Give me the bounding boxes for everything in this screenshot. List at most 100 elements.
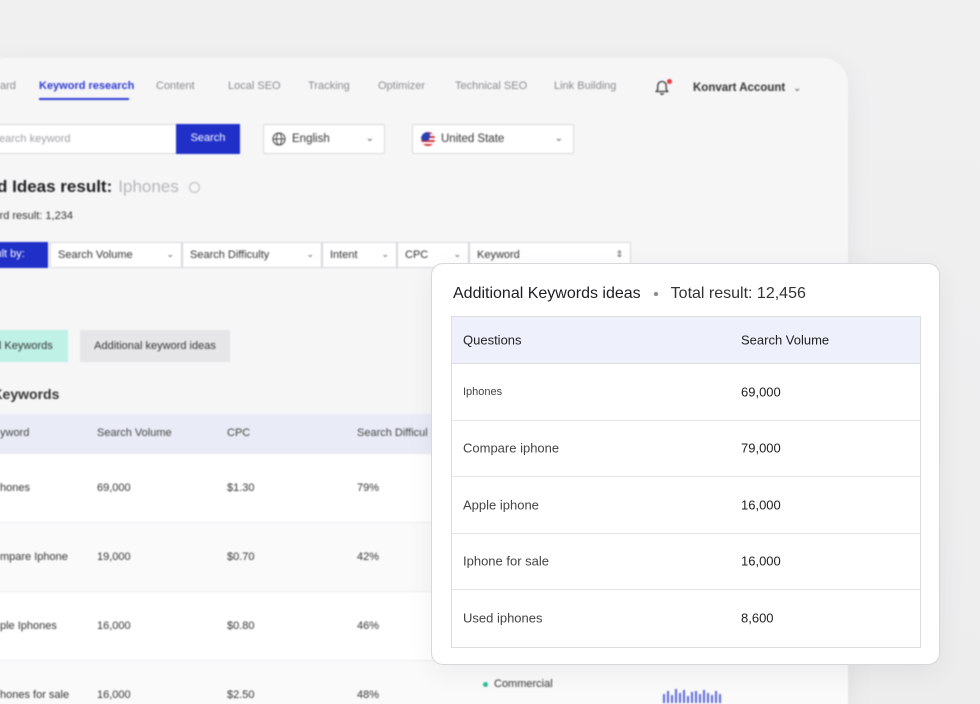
active-tab-indicator (39, 98, 129, 100)
spark-bar (703, 690, 705, 703)
cell-cpc: $0.70 (227, 551, 255, 563)
spark-bar (707, 693, 709, 703)
header-search-volume[interactable]: Search Volume (97, 427, 172, 439)
tab-related-keywords[interactable]: d Keywords (0, 330, 68, 362)
nav-item-link-building[interactable]: Link Building (554, 80, 617, 92)
cell-volume: 8,600 (741, 610, 774, 626)
cell-question: Compare iphone (463, 440, 560, 456)
cell-volume: 79,000 (741, 440, 781, 456)
cell-keyword: ple Iphones (0, 620, 57, 632)
table-row[interactable]: Apple iphone 16,000 (452, 477, 920, 534)
top-nav: ard Keyword research Content Local SEO T… (0, 78, 848, 100)
card-total: Total result: 12,456 (670, 285, 806, 302)
table-row[interactable]: Iphone for sale 16,000 (452, 534, 920, 590)
chevron-down-icon: ⌄ (381, 249, 389, 259)
intent-badge: Commercial (483, 678, 553, 690)
table-row[interactable]: Iphones 69,000 (452, 364, 920, 421)
header-cpc[interactable]: CPC (227, 427, 251, 439)
cell-question: Iphone for sale (463, 553, 550, 569)
spark-bar (715, 691, 717, 703)
cell-volume: 69,000 (97, 482, 131, 494)
spark-bar (719, 694, 721, 703)
nav-item-technical-seo[interactable]: Technical SEO (455, 80, 528, 92)
cell-question: Used iphones (463, 610, 543, 626)
page-title-text: ord Ideas result: (0, 177, 113, 196)
chevron-down-icon: ⌄ (554, 133, 563, 144)
cell-keyword: hones (0, 482, 30, 494)
account-chevron-down-icon[interactable]: ⌄ (793, 83, 802, 94)
nav-item-local-seo[interactable]: Local SEO (228, 80, 281, 92)
spark-bar (711, 695, 713, 703)
filter-label: sult by: (0, 242, 48, 268)
filter-intent[interactable]: Intent ⌄ (322, 242, 397, 268)
card-header: Additional Keywords ideas Total result: 1… (453, 285, 806, 305)
query-text: Iphones (118, 177, 179, 196)
filter-label-intent: Intent (330, 249, 358, 261)
country-select[interactable]: United State ⌄ (412, 124, 574, 154)
search-input[interactable]: earch keyword (0, 124, 176, 154)
account-name[interactable]: Konvart Account (693, 82, 786, 94)
card-title: Additional Keywords ideas (453, 285, 641, 302)
table-header: Questions Search Volume (452, 317, 920, 364)
cell-cpc: $1.30 (227, 482, 255, 494)
spark-bar (699, 694, 701, 703)
trend-sparkline (663, 685, 723, 704)
cell-difficulty: 42% (357, 551, 380, 563)
nav-item-tracking[interactable]: Tracking (308, 80, 350, 92)
info-icon[interactable] (188, 182, 200, 194)
cell-difficulty: 46% (357, 620, 380, 632)
spark-bar (691, 692, 693, 703)
spark-bar (683, 690, 685, 703)
filter-label-keyword: Keyword (477, 249, 520, 261)
cell-difficulty: 79% (357, 482, 380, 494)
spark-bar (667, 691, 669, 703)
tab-additional-keyword-ideas[interactable]: Additional keyword ideas (80, 330, 230, 362)
globe-icon (272, 132, 286, 146)
spark-bar (687, 696, 689, 703)
chevron-down-icon: ⌄ (166, 249, 174, 259)
result-count: yword result: 1,234 (0, 210, 73, 222)
filter-search-volume[interactable]: Search Volume ⌄ (50, 242, 182, 268)
header-questions[interactable]: Questions (463, 332, 522, 348)
app-window: ard Keyword research Content Local SEO T… (0, 58, 848, 704)
table-row[interactable]: hones for sale 16,000 $2.50 48% (0, 661, 848, 704)
chevron-down-icon: ⌄ (453, 249, 461, 259)
cell-question: Iphones (463, 385, 503, 398)
spark-bar (695, 691, 697, 703)
filter-search-difficulty[interactable]: Search Difficulty ⌄ (182, 242, 322, 268)
search-button[interactable]: Search (176, 124, 240, 154)
page-title: ord Ideas result: Iphones (0, 177, 200, 197)
questions-table: Questions Search Volume Iphones 69,000 C… (451, 316, 921, 648)
nav-item-content[interactable]: Content (156, 80, 195, 92)
intent-label: Commercial (494, 678, 553, 690)
additional-keywords-card: Additional Keywords ideas Total result: 1… (431, 263, 940, 665)
header-search-difficulty[interactable]: Search Difficul (357, 427, 428, 439)
keyword-table: yword Search Volume CPC Search Difficul … (0, 414, 848, 704)
cell-cpc: $0.80 (227, 620, 255, 632)
spark-bar (679, 693, 681, 703)
filter-label-search-volume: Search Volume (58, 249, 133, 261)
spark-bar (675, 689, 677, 703)
cell-volume: 16,000 (741, 497, 781, 513)
nav-item-keyword-research[interactable]: Keyword research (39, 80, 135, 92)
header-search-volume[interactable]: Search Volume (741, 332, 830, 348)
cell-volume: 69,000 (741, 384, 781, 400)
cell-volume: 16,000 (741, 553, 781, 569)
notification-dot (667, 79, 672, 84)
table-row[interactable]: Used iphones 8,600 (452, 590, 920, 647)
cell-cpc: $2.50 (227, 689, 255, 701)
language-select[interactable]: English ⌄ (263, 124, 385, 154)
spark-bar (663, 694, 665, 703)
header-keyword[interactable]: yword (0, 427, 30, 439)
cell-volume: 16,000 (97, 620, 131, 632)
us-flag-icon (421, 132, 435, 146)
cell-question: Apple iphone (463, 497, 539, 513)
nav-item-dashboard[interactable]: ard (0, 80, 16, 92)
nav-item-optimizer[interactable]: Optimizer (378, 80, 426, 92)
chevron-down-icon: ⌄ (306, 249, 314, 259)
separator-dot (653, 291, 658, 296)
section-title: d Keywords (0, 386, 60, 402)
cell-volume: 19,000 (97, 551, 131, 563)
notification-bell-icon[interactable] (655, 79, 672, 96)
table-row[interactable]: Compare iphone 79,000 (452, 421, 920, 477)
